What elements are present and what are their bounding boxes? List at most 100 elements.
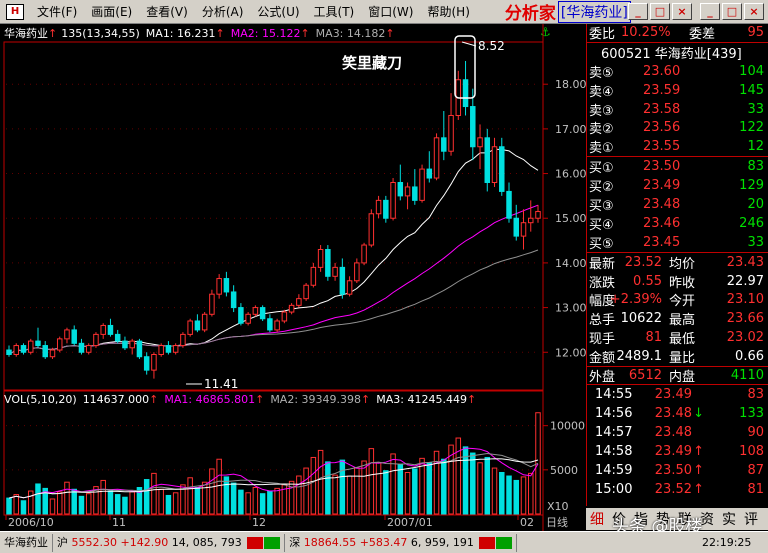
candle [346, 276, 353, 297]
stat-value: 81 [645, 330, 662, 346]
volume-bar [64, 481, 70, 515]
candle [397, 164, 404, 201]
bid-row-1-price: 23.50 [643, 159, 681, 175]
candle [78, 338, 85, 355]
menu-view[interactable]: 查看(V) [146, 5, 188, 19]
ask-row-2[interactable]: 卖② 23.56 122 [587, 118, 768, 137]
menu-formula[interactable]: 公式(U) [257, 5, 300, 19]
price-tick-label: 15.00 [555, 212, 586, 225]
volume-bar [180, 484, 186, 515]
bid-row-3-label: 买③ [589, 198, 614, 214]
stat-row: 总手 10622 最高 23.66 [587, 309, 768, 328]
candlestick-series [6, 60, 541, 379]
stat-value: 23.02 [726, 330, 764, 346]
sub-restore-button[interactable]: □ [722, 3, 742, 20]
status-bar: 华海药业 沪 5552.30 +142.90 14, 085, 793 深 18… [0, 531, 768, 553]
maximize-button[interactable]: □ [650, 3, 670, 20]
bid-row-4[interactable]: 买④ 23.46 246 [587, 214, 768, 233]
candle [238, 303, 244, 326]
volume-bar [172, 492, 179, 515]
volume-bar [339, 459, 346, 515]
candle [412, 169, 418, 205]
tick-arrow-icon: ↑ [693, 481, 704, 497]
status-stock[interactable]: 华海药业 [0, 533, 53, 552]
bid-row-2[interactable]: 买② 23.49 129 [587, 176, 768, 195]
menu-window[interactable]: 窗口(W) [368, 5, 414, 19]
volume-ma1-arrow-icon: ↑ [255, 392, 265, 406]
stock-chart[interactable]: 18.00 17.00 16.00 15.00 14.00 13.00 12.00 1000… [0, 0, 586, 531]
candle [27, 338, 34, 355]
volume-bar [267, 490, 273, 515]
ma1-arrow-icon: ↑ [215, 26, 225, 40]
volume-bar [274, 487, 280, 515]
candle [354, 258, 360, 284]
tick-arrow-icon: ↑ [693, 443, 704, 459]
volume-bar [470, 452, 476, 515]
date-axis: 2006/10 11 12 2007/01 02 日线 [5, 515, 568, 529]
volume-ma-line-3 [8, 458, 539, 499]
bid-row-3[interactable]: 买③ 23.48 20 [587, 195, 768, 214]
order-ratio-row: 委比 10.25% 委差 95 [587, 24, 768, 43]
tick-arrow-icon: ↑ [693, 462, 704, 478]
ask-row-2-label: 卖② [589, 122, 614, 138]
ask-row-5[interactable]: 卖⑤ 23.60 104 [587, 62, 768, 81]
price-tick-label: 17.00 [555, 123, 586, 136]
bid-row-5[interactable]: 买⑤ 23.45 33 [587, 233, 768, 252]
tab-link[interactable]: 联 [678, 512, 692, 528]
stat-row: 金额 2489.1 量比 0.66 [587, 347, 768, 366]
stat-value: 10622 [620, 311, 662, 327]
volume-bar [455, 437, 462, 515]
candle [528, 200, 534, 232]
ask-row-1[interactable]: 卖① 23.55 12 [587, 137, 768, 156]
ask-row-4[interactable]: 卖④ 23.59 145 [587, 81, 768, 100]
menu-bar: H 文件(F) 画面(E) 查看(V) 分析(A) 公式(U) 工具(T) 窗口… [0, 0, 768, 24]
volume-bar [441, 458, 447, 515]
sub-close-button[interactable]: × [744, 3, 764, 20]
ask-row-3[interactable]: 卖③ 23.58 33 [587, 100, 768, 119]
bid-row-1[interactable]: 买① 23.50 83 [587, 157, 768, 176]
tab-trend[interactable]: 势 [656, 512, 670, 528]
sh-label: 沪 [57, 535, 68, 549]
menu-file[interactable]: 文件(F) [37, 5, 78, 19]
menu-analysis[interactable]: 分析(A) [201, 5, 244, 19]
candle [165, 341, 172, 355]
sz-volume: 6, 959, 191 [410, 535, 474, 549]
candle [383, 195, 389, 223]
menu-tools[interactable]: 工具(T) [313, 5, 355, 19]
sub-minimize-button[interactable]: _ [700, 3, 720, 20]
tab-price[interactable]: 价 [612, 512, 626, 528]
minimize-button[interactable]: _ [628, 3, 648, 20]
tab-detail[interactable]: 细 [590, 512, 604, 528]
volume-bar [13, 494, 19, 515]
candle [419, 164, 425, 203]
tab-index[interactable]: 指 [634, 512, 648, 528]
menu-help[interactable]: 帮助(H) [427, 5, 470, 19]
tab-real[interactable]: 实 [722, 512, 736, 528]
date-tick-label: 11 [112, 516, 126, 529]
volume-bar [368, 448, 375, 515]
stat-label: 最新 [589, 256, 616, 272]
stats-list: 最新 23.52 均价 23.43 涨跌 0.55 昨收 22.97 幅度 +2.39% 今开 23.… [587, 253, 768, 366]
tab-fund[interactable]: 资 [700, 512, 714, 528]
sz-change: +583.47 [359, 535, 408, 549]
tick-price: 23.50 [654, 462, 692, 478]
stat-label: 现手 [589, 332, 616, 348]
candle [506, 182, 512, 223]
candle [20, 343, 27, 355]
volume-bar [404, 471, 411, 515]
tick-row: 14:55 23.49 83 [587, 385, 768, 404]
ask-row-2-volume: 122 [739, 120, 764, 136]
volume-series [6, 412, 541, 515]
anchor-icon[interactable]: ⚓ [540, 25, 551, 39]
volume-bar [332, 474, 338, 515]
volume-bar [296, 475, 302, 515]
volume-bar [93, 486, 99, 515]
close-button[interactable]: × [672, 3, 692, 20]
candle [201, 312, 208, 333]
candle [491, 137, 498, 187]
date-tick-label: 02 [520, 516, 534, 529]
tab-review[interactable]: 评 [744, 512, 758, 528]
date-tick-label: 12 [252, 516, 266, 529]
menu-screen[interactable]: 画面(E) [91, 5, 133, 19]
tick-price: 23.48 [654, 424, 692, 440]
